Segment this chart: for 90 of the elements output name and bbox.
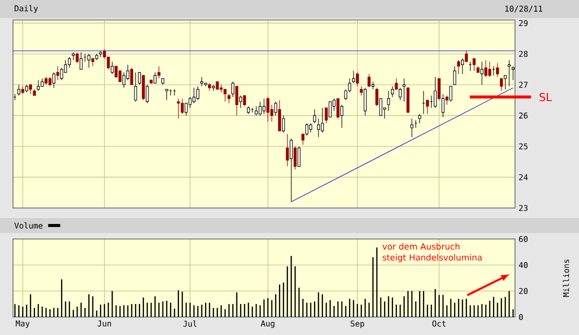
- candlestick: [235, 86, 238, 116]
- candlestick: [165, 89, 168, 100]
- candlestick: [196, 86, 200, 100]
- candlestick: [130, 67, 134, 86]
- candlestick: [390, 86, 394, 98]
- candlestick: [453, 66, 456, 86]
- candlestick: [254, 106, 258, 116]
- annotation: vor dem Ausbruch steigt Handelsvolumina: [382, 243, 482, 262]
- candlestick: [52, 72, 56, 88]
- candlestick: [402, 78, 406, 102]
- candlestick: [364, 88, 367, 116]
- candlestick: [512, 66, 515, 80]
- candlestick: [258, 101, 262, 116]
- candlestick: [274, 101, 278, 116]
- candlestick: [282, 115, 285, 133]
- candlestick: [442, 94, 444, 118]
- candlestick: [372, 81, 374, 90]
- candlestick: [110, 61, 114, 74]
- candlestick: [266, 96, 270, 122]
- candlestick: [262, 98, 266, 114]
- candlestick: [87, 54, 90, 68]
- candlestick: [80, 52, 83, 70]
- candlestick: [239, 95, 242, 108]
- candlestick: [461, 58, 464, 74]
- candlestick: [76, 52, 79, 64]
- candlestick: [146, 84, 149, 104]
- candlestick: [387, 90, 390, 112]
- candlestick: [68, 56, 71, 68]
- candlestick: [449, 86, 452, 102]
- candlestick: [48, 76, 52, 87]
- candlestick: [134, 72, 138, 102]
- candlestick: [336, 98, 340, 119]
- candlestick: [309, 122, 312, 133]
- candlestick: [56, 66, 60, 80]
- candlestick: [208, 82, 211, 92]
- candlestick: [294, 146, 297, 170]
- candlestick: [375, 88, 378, 107]
- candlestick: [122, 72, 126, 88]
- candlestick: [176, 98, 180, 119]
- candlestick: [60, 67, 64, 80]
- candlestick: [301, 134, 304, 146]
- candlestick: [138, 72, 141, 86]
- candlestick: [398, 88, 402, 100]
- candlestick: [434, 76, 437, 108]
- candlestick: [438, 78, 441, 100]
- candlestick: [356, 72, 359, 87]
- candlestick: [426, 100, 429, 114]
- candlestick: [228, 94, 230, 104]
- candlestick: [508, 60, 511, 87]
- candlestick: [243, 95, 246, 107]
- candlestick: [231, 81, 234, 98]
- candlestick: [36, 80, 40, 92]
- candlestick: [142, 75, 145, 100]
- candlestick: [500, 78, 503, 92]
- candlestick: [368, 74, 371, 87]
- candlestick: [504, 75, 507, 90]
- candlestick: [29, 84, 32, 94]
- candlestick: [488, 61, 492, 78]
- candlestick: [286, 134, 289, 167]
- candlestick: [394, 78, 398, 90]
- candlestick: [472, 58, 476, 72]
- candlestick: [445, 95, 448, 106]
- candlestick: [180, 98, 184, 114]
- candlestick: [352, 70, 355, 84]
- candlestick: [480, 61, 484, 86]
- candlestick: [99, 50, 102, 58]
- candlestick: [418, 114, 422, 124]
- candlestick: [278, 100, 282, 132]
- candlestick: [496, 62, 499, 78]
- candlestick: [320, 108, 324, 133]
- candlestick: [360, 86, 363, 96]
- candlestick: [224, 89, 227, 102]
- candlestick: [157, 66, 160, 79]
- candlestick: [317, 118, 320, 138]
- candlestick: [17, 84, 20, 96]
- candlestick: [324, 108, 328, 124]
- candlestick: [192, 88, 196, 104]
- candlestick: [184, 102, 188, 116]
- candlestick: [328, 101, 332, 118]
- candlestick: [154, 72, 157, 84]
- ref-line-label: SL: [540, 92, 552, 102]
- candlestick: [305, 122, 308, 136]
- candlestick: [410, 118, 414, 138]
- candlestick: [457, 60, 460, 74]
- candlestick: [484, 60, 488, 78]
- candlestick: [464, 50, 468, 62]
- candlestick: [340, 104, 344, 128]
- candlestick: [298, 146, 300, 167]
- candlestick: [379, 98, 382, 116]
- candlestick: [313, 109, 316, 124]
